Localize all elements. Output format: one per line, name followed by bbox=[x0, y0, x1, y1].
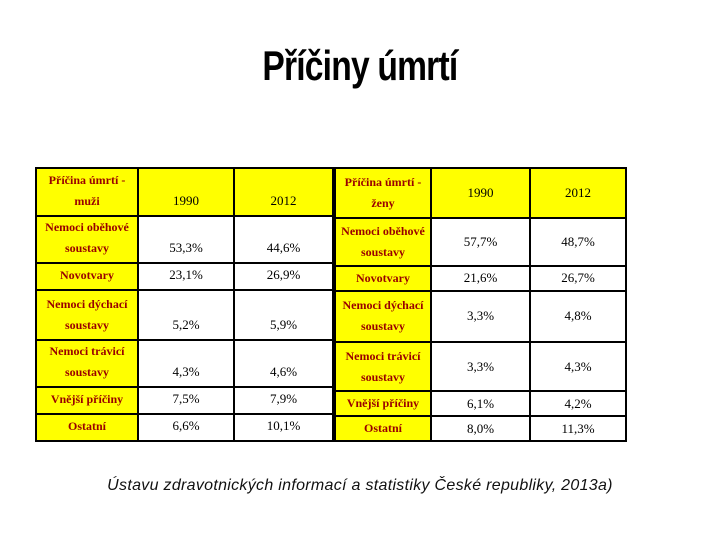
value-cell: 5,2% bbox=[137, 289, 235, 342]
table-row: Nemoci dýchací soustavy 3,3% 4,8% bbox=[334, 289, 627, 344]
death-causes-tables: Příčina úmrtí - muži 1990 2012 Nemoci ob… bbox=[35, 167, 627, 443]
value-cell: 4,8% bbox=[529, 289, 627, 344]
row-label: Nemoci dýchací soustavy bbox=[35, 289, 139, 342]
value-cell: 8,0% bbox=[430, 415, 531, 443]
value-cell: 57,7% bbox=[430, 216, 531, 267]
header-cell-year-1990: 1990 bbox=[430, 167, 531, 219]
table-row: Ostatní 8,0% 11,3% bbox=[334, 415, 627, 443]
row-label: Nemoci trávicí soustavy bbox=[35, 339, 139, 389]
row-label: Nemoci dýchací soustavy bbox=[334, 289, 432, 344]
table-women: Příčina úmrtí - ženy 1990 2012 Nemoci ob… bbox=[334, 167, 627, 443]
row-label: Nemoci oběhové soustavy bbox=[334, 216, 432, 267]
table-row: Vnější příčiny 6,1% 4,2% bbox=[334, 390, 627, 418]
value-cell: 3,3% bbox=[430, 341, 531, 393]
row-label: Vnější příčiny bbox=[35, 386, 139, 416]
value-cell: 26,9% bbox=[233, 261, 334, 292]
value-cell: 53,3% bbox=[137, 215, 235, 264]
value-cell: 4,2% bbox=[529, 390, 627, 418]
row-label: Nemoci oběhové soustavy bbox=[35, 215, 139, 264]
table-row: Novotvary 23,1% 26,9% bbox=[35, 261, 334, 292]
header-cell-year-2012: 2012 bbox=[233, 167, 334, 217]
table-row: Nemoci trávicí soustavy 3,3% 4,3% bbox=[334, 341, 627, 393]
table-men: Příčina úmrtí - muži 1990 2012 Nemoci ob… bbox=[35, 167, 334, 443]
value-cell: 26,7% bbox=[529, 264, 627, 292]
row-label: Ostatní bbox=[35, 413, 139, 443]
table-row: Nemoci trávicí soustavy 4,3% 4,6% bbox=[35, 339, 334, 389]
table-row: Příčina úmrtí - ženy 1990 2012 bbox=[334, 167, 627, 219]
value-cell: 21,6% bbox=[430, 264, 531, 292]
header-cell-year-1990: 1990 bbox=[137, 167, 235, 217]
table-row: Ostatní 6,6% 10,1% bbox=[35, 413, 334, 443]
value-cell: 7,9% bbox=[233, 386, 334, 416]
row-label: Vnější příčiny bbox=[334, 390, 432, 418]
row-label: Ostatní bbox=[334, 415, 432, 443]
value-cell: 4,3% bbox=[137, 339, 235, 389]
value-cell: 3,3% bbox=[430, 289, 531, 344]
value-cell: 4,6% bbox=[233, 339, 334, 389]
table-row: Novotvary 21,6% 26,7% bbox=[334, 264, 627, 292]
value-cell: 6,1% bbox=[430, 390, 531, 418]
row-label: Novotvary bbox=[35, 261, 139, 292]
table-row: Vnější příčiny 7,5% 7,9% bbox=[35, 386, 334, 416]
value-cell: 48,7% bbox=[529, 216, 627, 267]
slide-title: Příčiny úmrtí bbox=[0, 42, 720, 90]
row-label: Nemoci trávicí soustavy bbox=[334, 341, 432, 393]
source-citation: Ústavu zdravotnických informací a statis… bbox=[107, 477, 613, 494]
value-cell: 6,6% bbox=[137, 413, 235, 443]
table-row: Nemoci oběhové soustavy 57,7% 48,7% bbox=[334, 216, 627, 267]
value-cell: 10,1% bbox=[233, 413, 334, 443]
value-cell: 44,6% bbox=[233, 215, 334, 264]
table-row: Příčina úmrtí - muži 1990 2012 bbox=[35, 167, 334, 217]
table-row: Nemoci oběhové soustavy 53,3% 44,6% bbox=[35, 215, 334, 264]
header-cell-year-2012: 2012 bbox=[529, 167, 627, 219]
header-cell-cause-women: Příčina úmrtí - ženy bbox=[334, 167, 432, 219]
value-cell: 11,3% bbox=[529, 415, 627, 443]
table-row: Nemoci dýchací soustavy 5,2% 5,9% bbox=[35, 289, 334, 342]
row-label: Novotvary bbox=[334, 264, 432, 292]
value-cell: 7,5% bbox=[137, 386, 235, 416]
slide-title-text: Příčiny úmrtí bbox=[262, 42, 459, 89]
header-cell-cause-men: Příčina úmrtí - muži bbox=[35, 167, 139, 217]
value-cell: 5,9% bbox=[233, 289, 334, 342]
value-cell: 4,3% bbox=[529, 341, 627, 393]
value-cell: 23,1% bbox=[137, 261, 235, 292]
